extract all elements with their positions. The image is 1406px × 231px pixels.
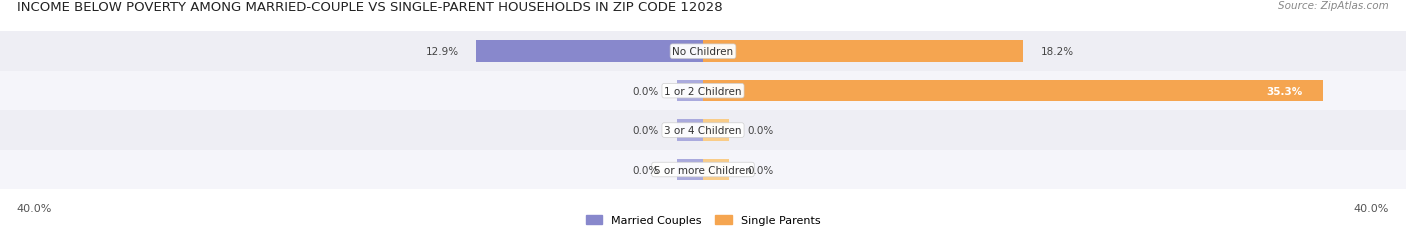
Bar — [676, 41, 703, 63]
Bar — [0, 150, 1406, 189]
Text: 12.9%: 12.9% — [426, 47, 458, 57]
Text: 40.0%: 40.0% — [1354, 203, 1389, 213]
Text: 3 or 4 Children: 3 or 4 Children — [664, 125, 742, 136]
Text: 5 or more Children: 5 or more Children — [654, 165, 752, 175]
Bar — [0, 111, 1406, 150]
Text: Source: ZipAtlas.com: Source: ZipAtlas.com — [1278, 1, 1389, 11]
Text: 0.0%: 0.0% — [633, 86, 659, 96]
Bar — [703, 120, 730, 141]
Text: 1 or 2 Children: 1 or 2 Children — [664, 86, 742, 96]
Bar — [703, 80, 730, 102]
Bar — [703, 80, 1323, 102]
Bar — [703, 41, 1024, 63]
Bar — [477, 41, 703, 63]
Bar — [703, 159, 730, 181]
Bar — [676, 120, 703, 141]
Bar — [676, 159, 703, 181]
Text: 35.3%: 35.3% — [1265, 86, 1302, 96]
Text: No Children: No Children — [672, 47, 734, 57]
Bar — [703, 41, 730, 63]
Text: 0.0%: 0.0% — [633, 125, 659, 136]
Text: 40.0%: 40.0% — [17, 203, 52, 213]
Legend: Married Couples, Single Parents: Married Couples, Single Parents — [586, 215, 820, 225]
Text: 18.2%: 18.2% — [1040, 47, 1074, 57]
Bar — [0, 32, 1406, 72]
Bar — [676, 80, 703, 102]
Text: 0.0%: 0.0% — [633, 165, 659, 175]
Bar — [0, 72, 1406, 111]
Text: 0.0%: 0.0% — [747, 165, 773, 175]
Text: 0.0%: 0.0% — [747, 125, 773, 136]
Text: INCOME BELOW POVERTY AMONG MARRIED-COUPLE VS SINGLE-PARENT HOUSEHOLDS IN ZIP COD: INCOME BELOW POVERTY AMONG MARRIED-COUPL… — [17, 1, 723, 14]
